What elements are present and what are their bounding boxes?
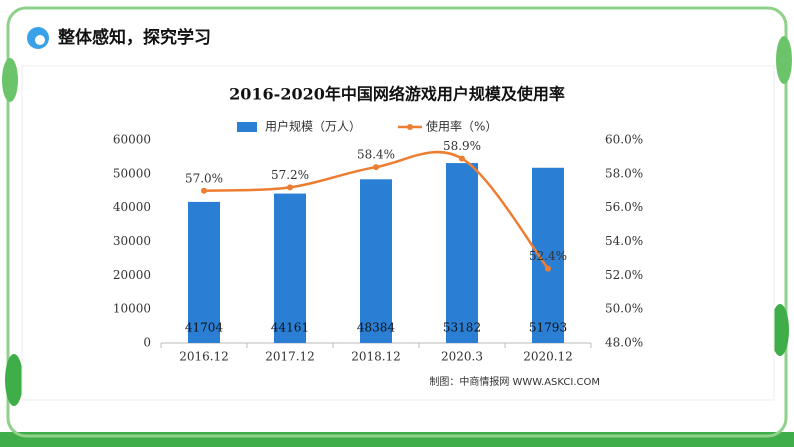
y-tick-label: 40000 [113,200,151,214]
bar [446,163,478,343]
header-icon-dot [35,35,45,45]
leaf [776,36,792,84]
x-tick-label: 2020.3 [441,350,483,364]
y2-tick-label: 48.0% [605,336,643,350]
y-tick-label: 50000 [113,166,151,180]
y2-tick-label: 52.0% [605,268,643,282]
line-point [459,155,465,162]
line-point [545,265,551,272]
x-tick-label: 2017.12 [265,350,315,364]
source-note: 制图：中商情报网 WWW.ASKCI.COM [429,375,600,388]
line-value-label: 52.4% [529,249,567,263]
bar [360,179,392,343]
line-value-label: 58.9% [443,139,481,153]
line-point [287,184,293,191]
line-value-label: 57.2% [271,168,309,182]
line-value-label: 58.4% [357,148,395,162]
y-tick-label: 60000 [113,133,151,147]
y-tick-label: 0 [143,336,151,350]
bar-value-label: 44161 [271,321,309,335]
y2-tick-label: 56.0% [605,200,643,214]
bar [274,193,306,343]
y-tick-label: 20000 [113,268,151,282]
bar-value-label: 48384 [357,321,396,335]
leaf [5,354,23,406]
legend-swatch [237,122,257,132]
bottom-strip [0,432,794,447]
bar [188,201,220,343]
leaf [2,58,18,102]
y2-tick-label: 60.0% [605,133,643,147]
x-tick-label: 2018.12 [351,350,401,364]
y-tick-label: 30000 [113,234,151,248]
bar-value-label: 51793 [529,321,567,335]
header-title: 整体感知，探究学习 [58,27,211,48]
legend-label: 使用率（%） [426,119,497,134]
line-value-label: 57.0% [185,171,223,185]
y-tick-label: 10000 [113,302,151,316]
y2-tick-label: 58.0% [605,166,643,180]
legend-swatch-dot [407,124,413,130]
frame [6,6,788,438]
y2-tick-label: 50.0% [605,302,643,316]
chart-title: 2016-2020年中国网络游戏用户规模及使用率 [229,85,565,104]
leaf [771,304,789,356]
legend-label: 用户规模（万人） [265,119,361,134]
bar-value-label: 41704 [185,321,224,335]
chart-card [21,65,775,401]
x-tick-label: 2016.12 [179,350,229,364]
y2-tick-label: 54.0% [605,234,643,248]
line-point [201,187,207,194]
bar-value-label: 53182 [443,321,481,335]
x-tick-label: 2020.12 [523,350,573,364]
line-point [373,164,379,171]
